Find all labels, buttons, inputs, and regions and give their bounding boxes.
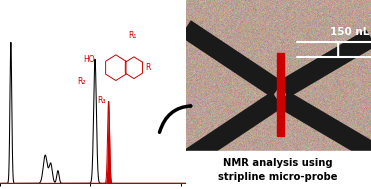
Text: NMR analysis using
stripline micro-probe: NMR analysis using stripline micro-probe <box>219 158 338 182</box>
Text: HO: HO <box>83 55 95 64</box>
Bar <box>277 53 284 136</box>
Text: R: R <box>145 63 150 72</box>
Text: 150 nL: 150 nL <box>330 27 370 37</box>
Bar <box>186 151 371 189</box>
Text: R₃: R₃ <box>97 96 106 105</box>
Text: R₁: R₁ <box>128 31 137 40</box>
Text: R₂: R₂ <box>78 77 86 86</box>
